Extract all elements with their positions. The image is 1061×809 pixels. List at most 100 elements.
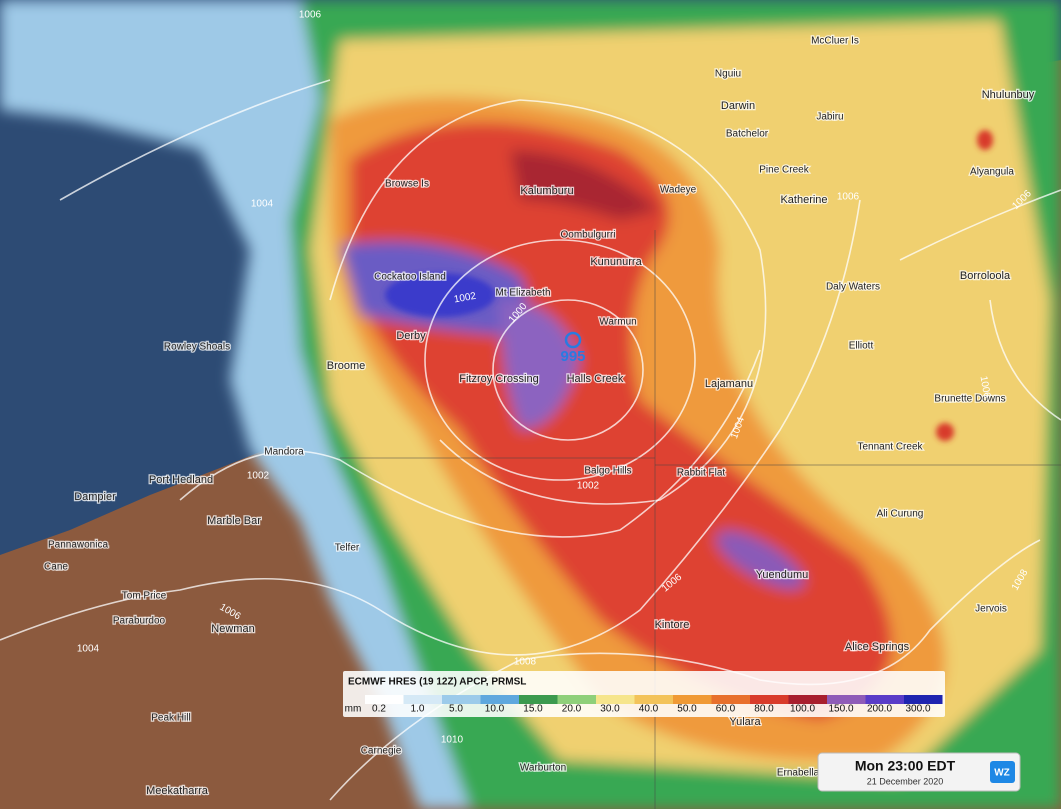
legend-swatch [865, 695, 904, 704]
legend-swatch [904, 695, 943, 704]
place-label: Lajamanu [705, 378, 753, 390]
legend-swatch [519, 695, 558, 704]
low-pressure: 995 [560, 348, 585, 365]
isobar-label: 1008 [514, 657, 537, 668]
place-label: Jabiru [816, 112, 843, 123]
place-label: Peak Hill [151, 713, 190, 724]
storm-cell [936, 423, 954, 441]
place-label: Rowley Shoals [164, 342, 230, 353]
isobar-label: 1002 [577, 481, 600, 492]
place-label: Cane [44, 562, 68, 573]
place-label: Warmun [599, 317, 636, 328]
legend-swatch [442, 695, 481, 704]
legend-level: 200.0 [867, 704, 892, 715]
place-label: Paraburdoo [113, 616, 166, 627]
isobar-label: 1006 [299, 10, 322, 21]
place-label: Batchelor [726, 129, 769, 140]
place-label: Dampier [74, 491, 116, 503]
place-label: Kalumburu [520, 185, 573, 197]
legend-swatch [827, 695, 866, 704]
legend-level: 10.0 [485, 704, 505, 715]
place-label: Balgo Hills [584, 466, 631, 477]
isobar-label: 1004 [77, 644, 100, 655]
date: 21 December 2020 [867, 776, 944, 786]
legend-swatch [673, 695, 712, 704]
place-label: Yuendumu [756, 569, 809, 581]
legend-level: 30.0 [600, 704, 620, 715]
isobar-label: 1004 [251, 199, 274, 210]
legend-swatch [557, 695, 596, 704]
place-label: Marble Bar [207, 515, 261, 527]
legend-title: ECMWF HRES (19 12Z) APCP, PRMSL [348, 677, 526, 688]
legend-level: 150.0 [828, 704, 853, 715]
place-label: Mt Elizabeth [495, 288, 550, 299]
logo-box [990, 761, 1015, 783]
place-label: Meekatharra [146, 785, 209, 797]
legend-swatch [403, 695, 442, 704]
place-label: Halls Creek [567, 373, 624, 385]
place-label: Jervois [975, 604, 1007, 615]
legend-level: 0.2 [372, 704, 386, 715]
place-label: Pannawonica [48, 540, 108, 551]
legend-swatch [634, 695, 673, 704]
isobar-label: 1010 [441, 735, 464, 746]
place-label: Brunette Downs [934, 394, 1005, 405]
legend-unit: mm [345, 704, 362, 715]
legend-box [343, 671, 945, 717]
legend-level: 40.0 [639, 704, 659, 715]
place-label: McCluer Is [811, 36, 859, 47]
place-label: Ernabella [777, 768, 820, 779]
legend-level: 100.0 [790, 704, 815, 715]
logo: WZ [994, 768, 1010, 779]
place-label: Newman [211, 623, 254, 635]
legend-swatch [365, 695, 404, 704]
place-label: Port Hedland [149, 474, 213, 486]
legend-swatch [750, 695, 789, 704]
place-label: Telfer [335, 543, 360, 554]
place-label: Mandora [264, 447, 304, 458]
place-label: Borroloola [960, 270, 1011, 282]
place-label: Nguiu [715, 69, 741, 80]
place-label: Wadeye [660, 185, 697, 196]
place-label: Fitzroy Crossing [459, 373, 538, 385]
low-symbol [564, 331, 582, 349]
place-label: Daly Waters [826, 282, 880, 293]
legend: ECMWF HRES (19 12Z) APCP, PRMSL mm 0.2 1.… [343, 671, 945, 717]
place-label: Tom Price [122, 591, 167, 602]
legend-level: 60.0 [716, 704, 736, 715]
place-label: Broome [327, 360, 366, 372]
place-label: Elliott [849, 341, 874, 352]
place-label: Darwin [721, 100, 755, 112]
legend-level: 80.0 [754, 704, 774, 715]
legend-level: 15.0 [523, 704, 543, 715]
isobar-label: 1002 [247, 471, 270, 482]
time: Mon 23:00 EDT [855, 758, 956, 774]
place-label: Pine Creek [759, 165, 809, 176]
place-label: Katherine [780, 194, 827, 206]
isobar-label: 1006 [837, 192, 860, 203]
timestamp-box [817, 752, 1021, 792]
storm-cell [977, 130, 993, 150]
place-label: Ali Curung [877, 509, 924, 520]
legend-level: 1.0 [411, 704, 425, 715]
place-label: Browse Is [385, 179, 429, 190]
legend-level: 5.0 [449, 704, 463, 715]
place-label: Alyangula [970, 167, 1014, 178]
legend-level: 50.0 [677, 704, 697, 715]
place-label: Cockatoo Island [374, 272, 446, 283]
place-label: Kununurra [590, 256, 642, 268]
place-label: Derby [396, 330, 426, 342]
place-label: Carnegie [361, 746, 402, 757]
isobar-label: 1002 [453, 291, 477, 306]
legend-level: 20.0 [562, 704, 582, 715]
legend-swatch [596, 695, 635, 704]
legend-level: 300.0 [905, 704, 930, 715]
legend-swatch [480, 695, 519, 704]
place-label: Warburton [520, 763, 566, 774]
place-label: Rabbit Flat [677, 468, 726, 479]
legend-swatch [711, 695, 750, 704]
timestamp: Mon 23:00 EDT 21 December 2020 WZ [817, 752, 1021, 792]
place-label: Kintore [655, 619, 690, 631]
